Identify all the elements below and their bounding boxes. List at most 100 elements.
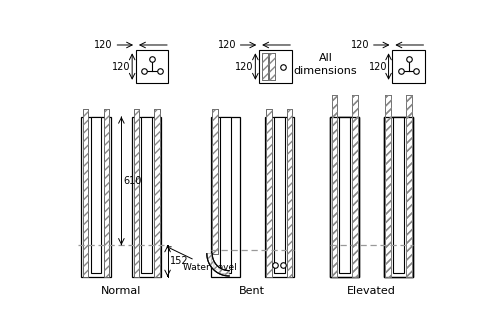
Polygon shape bbox=[227, 271, 228, 276]
Bar bbox=[136, 50, 168, 83]
Polygon shape bbox=[210, 262, 215, 265]
Text: Water Level: Water Level bbox=[167, 247, 237, 272]
Polygon shape bbox=[224, 270, 226, 276]
Bar bbox=[266, 109, 271, 277]
Bar bbox=[211, 116, 240, 277]
Bar bbox=[261, 53, 267, 80]
Bar bbox=[104, 109, 109, 277]
Polygon shape bbox=[213, 265, 217, 269]
Polygon shape bbox=[220, 269, 223, 274]
Polygon shape bbox=[218, 268, 221, 274]
Bar bbox=[386, 95, 391, 277]
Polygon shape bbox=[211, 264, 216, 268]
Polygon shape bbox=[215, 266, 219, 271]
Polygon shape bbox=[222, 270, 225, 275]
Bar bbox=[384, 116, 413, 277]
Text: Normal: Normal bbox=[101, 286, 142, 296]
Text: 120: 120 bbox=[369, 62, 387, 72]
Text: 120: 120 bbox=[218, 40, 236, 50]
Text: All
dimensions: All dimensions bbox=[293, 53, 357, 76]
Bar bbox=[81, 116, 111, 277]
Bar bbox=[261, 53, 267, 80]
Bar bbox=[352, 95, 358, 277]
Bar bbox=[330, 116, 359, 277]
Bar bbox=[134, 109, 139, 277]
Bar bbox=[392, 50, 425, 83]
Bar bbox=[384, 116, 413, 277]
Bar bbox=[352, 95, 358, 277]
Bar bbox=[104, 109, 109, 277]
Polygon shape bbox=[217, 268, 221, 273]
Bar bbox=[386, 95, 391, 277]
Bar bbox=[266, 109, 271, 277]
Bar bbox=[132, 116, 161, 277]
Bar bbox=[287, 109, 292, 277]
Bar bbox=[331, 95, 337, 277]
Polygon shape bbox=[228, 271, 229, 276]
Polygon shape bbox=[212, 264, 217, 269]
Bar bbox=[287, 109, 292, 277]
Polygon shape bbox=[210, 263, 215, 266]
Polygon shape bbox=[209, 261, 214, 264]
Polygon shape bbox=[208, 258, 213, 260]
Bar bbox=[386, 95, 391, 277]
Polygon shape bbox=[207, 257, 213, 259]
Bar bbox=[274, 116, 284, 273]
Bar bbox=[212, 109, 218, 254]
Bar bbox=[155, 109, 160, 277]
Bar bbox=[264, 116, 294, 277]
Bar bbox=[406, 95, 412, 277]
Bar bbox=[331, 95, 337, 277]
Polygon shape bbox=[221, 269, 223, 275]
Bar bbox=[339, 116, 350, 273]
Bar bbox=[384, 116, 413, 277]
Bar bbox=[134, 109, 139, 277]
Bar bbox=[352, 95, 358, 277]
Polygon shape bbox=[215, 267, 219, 272]
Bar bbox=[406, 95, 412, 277]
Text: 152: 152 bbox=[170, 256, 189, 266]
Text: 120: 120 bbox=[112, 62, 131, 72]
Polygon shape bbox=[210, 262, 215, 266]
Polygon shape bbox=[225, 270, 227, 276]
Polygon shape bbox=[209, 260, 214, 263]
Bar bbox=[269, 53, 275, 80]
Polygon shape bbox=[221, 270, 224, 275]
Polygon shape bbox=[208, 258, 213, 261]
Bar bbox=[352, 95, 358, 277]
Polygon shape bbox=[226, 270, 227, 276]
Text: Elevated: Elevated bbox=[347, 286, 396, 296]
Text: 120: 120 bbox=[236, 62, 254, 72]
Text: 120: 120 bbox=[351, 40, 369, 50]
Bar bbox=[331, 95, 337, 277]
Bar bbox=[330, 116, 359, 277]
Bar bbox=[386, 95, 391, 277]
Text: Bent: Bent bbox=[240, 286, 265, 296]
Bar bbox=[141, 116, 152, 273]
Polygon shape bbox=[208, 260, 214, 262]
Bar bbox=[393, 116, 404, 273]
Bar bbox=[83, 109, 88, 277]
Bar bbox=[269, 53, 275, 80]
Polygon shape bbox=[207, 255, 213, 256]
Polygon shape bbox=[207, 256, 213, 258]
Polygon shape bbox=[211, 263, 216, 267]
Bar bbox=[331, 95, 337, 277]
Text: 610: 610 bbox=[124, 176, 142, 186]
Text: 120: 120 bbox=[94, 40, 113, 50]
Bar bbox=[91, 116, 101, 273]
Polygon shape bbox=[223, 270, 225, 275]
Polygon shape bbox=[217, 268, 220, 273]
Polygon shape bbox=[207, 256, 213, 257]
Bar bbox=[330, 116, 359, 277]
Polygon shape bbox=[228, 271, 229, 276]
Bar bbox=[83, 109, 88, 277]
Bar bbox=[406, 95, 412, 277]
Polygon shape bbox=[207, 254, 212, 255]
Bar bbox=[212, 109, 218, 254]
Polygon shape bbox=[219, 269, 222, 274]
Polygon shape bbox=[214, 266, 218, 270]
Bar bbox=[220, 116, 231, 273]
Polygon shape bbox=[208, 259, 214, 262]
Bar bbox=[406, 95, 412, 277]
